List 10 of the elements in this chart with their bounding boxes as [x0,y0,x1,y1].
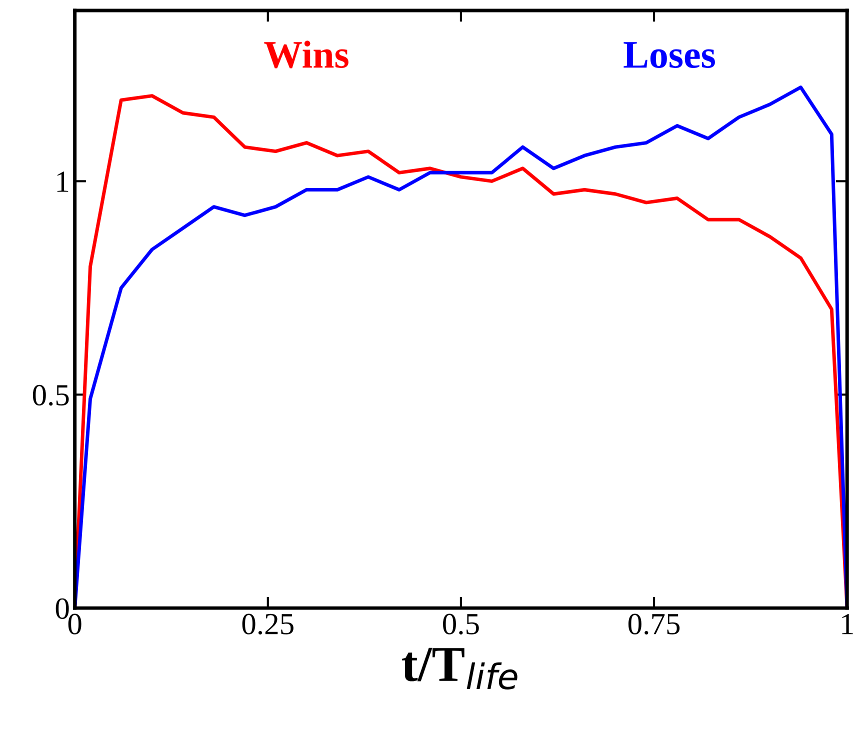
x-tick-label: 1 [842,614,853,634]
series-label: Wins [264,40,348,68]
x-tick-label: 0.5 [443,614,479,635]
series-label: Loses [624,42,715,68]
y-tick-label: 0.5 [32,384,69,406]
y-tick-label: 0 [56,598,69,619]
y-tick-label: 1 [57,172,68,192]
x-tick-label: 0.75 [628,614,680,635]
x-tick-label: 0.25 [242,614,294,635]
x-axis-title: t/T$_{life}$ [402,648,518,690]
